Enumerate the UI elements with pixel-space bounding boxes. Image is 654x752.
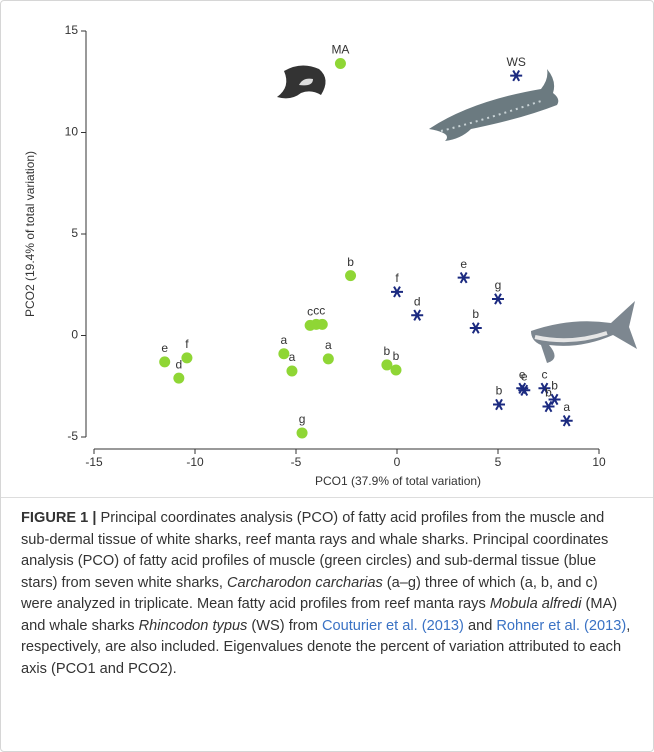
point-label: b (472, 307, 479, 321)
star-point (493, 399, 505, 409)
point-label: b (496, 384, 503, 398)
caption: FIGURE 1 | Principal coordinates analysi… (1, 497, 653, 690)
x-tick-label: 10 (592, 455, 606, 469)
point-label: a (325, 338, 332, 352)
point-label: b (347, 255, 354, 269)
x-tick-label: -5 (291, 455, 302, 469)
point-label: d (414, 294, 421, 308)
circle-point (323, 353, 334, 364)
point-label: e (460, 257, 467, 271)
y-tick-label: 5 (71, 226, 78, 240)
x-tick-label: 5 (495, 455, 502, 469)
star-point (458, 272, 470, 282)
circle-point (345, 270, 356, 281)
species-name: Rhincodon typus (139, 618, 248, 634)
chart: PCO1 (37.9% of total variation) PCO2 (19… (1, 1, 653, 496)
circle-point (335, 58, 346, 69)
y-tick-label: 10 (65, 125, 79, 139)
species-name: Mobula alfredi (490, 596, 582, 612)
point-label: b (393, 349, 400, 363)
star-point (411, 310, 423, 320)
x-axis-title: PCO1 (37.9% of total variation) (315, 474, 481, 488)
whale-shark-illustration (429, 69, 558, 141)
x-tick-label: -10 (186, 455, 204, 469)
point-label: WS (507, 55, 526, 69)
point-label: c (541, 367, 547, 381)
point-label: g (495, 278, 502, 292)
caption-label: FIGURE 1 | (21, 510, 96, 526)
circle-point (159, 356, 170, 367)
y-tick-label: 15 (65, 23, 79, 37)
point-label: g (299, 412, 306, 426)
point-label: b (551, 379, 558, 393)
species-name: Carcharodon carcharias (227, 575, 383, 591)
circle-point (173, 373, 184, 384)
point-label: e (521, 369, 528, 383)
point-label: d (175, 357, 182, 371)
star-point (561, 416, 573, 426)
circle-point (181, 352, 192, 363)
caption-text: (WS) from (247, 618, 322, 634)
star-point (391, 287, 403, 297)
figure: PCO1 (37.9% of total variation) PCO2 (19… (0, 0, 654, 752)
white-shark-illustration (531, 301, 637, 363)
caption-text: and (464, 618, 496, 634)
y-axis-title: PCO2 (19.4% of total variation) (23, 151, 37, 317)
x-tick-label: -15 (85, 455, 103, 469)
point-label: f (395, 271, 399, 285)
circle-point (297, 427, 308, 438)
point-label: b (384, 344, 391, 358)
manta-illustration (277, 65, 326, 98)
citation-link[interactable]: Rohner et al. (2013) (496, 618, 626, 634)
point-label: a (289, 350, 296, 364)
point-label: c (319, 304, 325, 318)
point-label: e (161, 341, 168, 355)
citation-link[interactable]: Couturier et al. (2013) (322, 618, 464, 634)
point-label: a (281, 333, 288, 347)
y-tick-label: 0 (71, 328, 78, 342)
circle-point (286, 366, 297, 377)
star-point (492, 294, 504, 304)
point-label: f (185, 337, 189, 351)
point-label: b (545, 386, 552, 400)
circle-point (317, 319, 328, 330)
x-tick-label: 0 (394, 455, 401, 469)
point-label: MA (331, 43, 349, 57)
y-tick-label: -5 (67, 429, 78, 443)
circle-point (390, 365, 401, 376)
point-label: a (563, 400, 570, 414)
star-point (470, 323, 482, 333)
star-point (510, 70, 522, 80)
